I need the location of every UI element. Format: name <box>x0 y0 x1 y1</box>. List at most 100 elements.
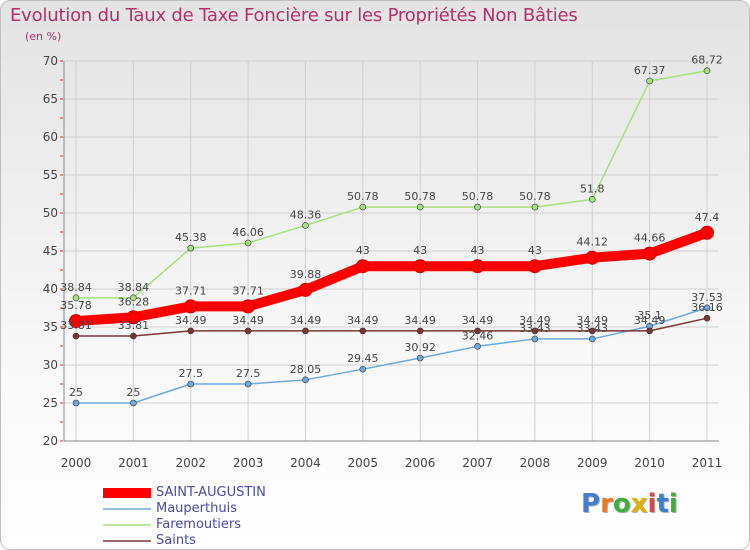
data-label: 39.88 <box>290 268 322 281</box>
data-label: 43 <box>471 244 485 257</box>
x-tick-label: 2002 <box>175 456 206 470</box>
data-label: 36.28 <box>118 295 150 308</box>
logo-letter: o <box>612 489 631 519</box>
y-tick-label: 25 <box>43 396 58 410</box>
logo-letter: P <box>581 489 601 519</box>
data-point <box>302 222 309 229</box>
data-label: 44.12 <box>577 236 609 249</box>
data-point <box>355 259 370 274</box>
data-label: 34.49 <box>519 314 551 327</box>
data-point <box>416 354 424 362</box>
data-point <box>703 314 711 322</box>
data-label: 28.05 <box>290 363 322 376</box>
data-label: 45.38 <box>175 231 207 244</box>
data-point <box>585 250 600 265</box>
data-point <box>703 67 711 75</box>
data-label: 37.53 <box>691 291 723 304</box>
data-label-layer: 35.78 36.28 37.71 37.71 39.88 43 43 43 43 44.12 44… <box>60 54 723 399</box>
legend-label-saint-augustin: SAINT-AUGUSTIN <box>156 485 266 500</box>
x-tick-label: 2000 <box>61 456 92 470</box>
x-tick-label: 2003 <box>233 456 264 470</box>
data-point <box>298 282 313 297</box>
data-label: 48.36 <box>290 208 322 221</box>
series-line-mauperthuis <box>75 307 708 404</box>
data-point <box>531 203 539 211</box>
data-label: 46.06 <box>232 226 264 239</box>
data-point <box>302 376 309 384</box>
y-tick-label: 40 <box>43 282 58 296</box>
x-tick-label: 2005 <box>348 456 379 470</box>
data-point <box>588 327 596 335</box>
proxiti-logo: Proxiti <box>581 489 678 519</box>
data-point <box>413 259 428 274</box>
data-label: 25 <box>69 386 83 399</box>
data-label: 27.5 <box>178 367 203 380</box>
data-label: 33.43 <box>519 322 551 335</box>
data-point <box>359 203 367 211</box>
data-label: 34.49 <box>232 314 264 327</box>
x-tick-label: 2006 <box>405 456 436 470</box>
x-tick-label: 2004 <box>290 456 321 470</box>
x-tick-label: 2009 <box>577 456 608 470</box>
series-line-faremoutiers <box>75 69 708 299</box>
data-label: 32.46 <box>462 329 494 342</box>
data-point <box>646 77 653 85</box>
data-label: 35.78 <box>60 299 92 312</box>
legend-item-saints: Saints <box>101 533 321 549</box>
legend-swatch-saints <box>103 540 151 542</box>
y-tick-label: 65 <box>43 92 58 106</box>
data-label: 34.49 <box>290 314 322 327</box>
data-label: 47.4 <box>695 211 720 224</box>
data-point <box>642 246 657 261</box>
data-label: 50.78 <box>404 190 436 203</box>
data-point <box>130 399 137 407</box>
data-point <box>527 259 542 274</box>
legend-swatch-mauperthuis <box>103 508 151 510</box>
y-tick-label: 50 <box>43 206 58 220</box>
data-point <box>126 310 141 325</box>
data-point <box>646 327 653 335</box>
data-point <box>703 304 711 312</box>
logo-letter: i <box>647 489 657 519</box>
data-label: 29.45 <box>347 352 379 365</box>
x-tick-label: 2007 <box>462 456 493 470</box>
y-tick-label: 45 <box>43 244 58 258</box>
data-label: 43 <box>528 244 542 257</box>
data-label: 34.49 <box>462 314 494 327</box>
legend-swatch-faremoutiers <box>103 524 151 526</box>
data-point <box>531 327 539 335</box>
x-tick-label: 2011 <box>692 456 723 470</box>
grid-layer <box>64 60 719 442</box>
data-label: 35.1 <box>637 309 662 322</box>
y-tick-label: 30 <box>43 358 58 372</box>
data-label: 34.49 <box>634 314 666 327</box>
data-label: 68.72 <box>691 54 723 67</box>
data-point <box>474 203 481 211</box>
data-label: 38.84 <box>60 281 92 294</box>
data-label: 67.37 <box>634 64 666 77</box>
data-label: 51.8 <box>580 182 605 195</box>
logo-letter: x <box>630 489 648 519</box>
x-tick-label: 2010 <box>634 456 665 470</box>
data-point <box>72 294 80 302</box>
legend-item-mauperthuis: Mauperthuis <box>101 501 321 517</box>
data-point <box>588 335 596 343</box>
legend-label-saints: Saints <box>156 533 196 548</box>
data-label: 34.49 <box>404 314 436 327</box>
chart-title: Evolution du Taux de Taxe Foncière sur l… <box>10 5 578 26</box>
data-point <box>700 225 714 240</box>
data-label: 36.16 <box>691 301 723 314</box>
y-tick-label: 55 <box>43 168 58 182</box>
data-label: 37.71 <box>175 284 207 297</box>
data-point <box>244 239 252 247</box>
data-label: 44.66 <box>634 232 666 245</box>
data-point <box>359 327 367 335</box>
logo-letter: i <box>668 489 678 519</box>
data-point <box>187 327 195 335</box>
data-point <box>130 294 137 302</box>
data-point <box>302 327 309 335</box>
legend: SAINT-AUGUSTIN Mauperthuis Faremoutiers … <box>101 485 321 549</box>
series-line-saint-augustin <box>71 227 712 327</box>
data-point <box>69 314 83 329</box>
